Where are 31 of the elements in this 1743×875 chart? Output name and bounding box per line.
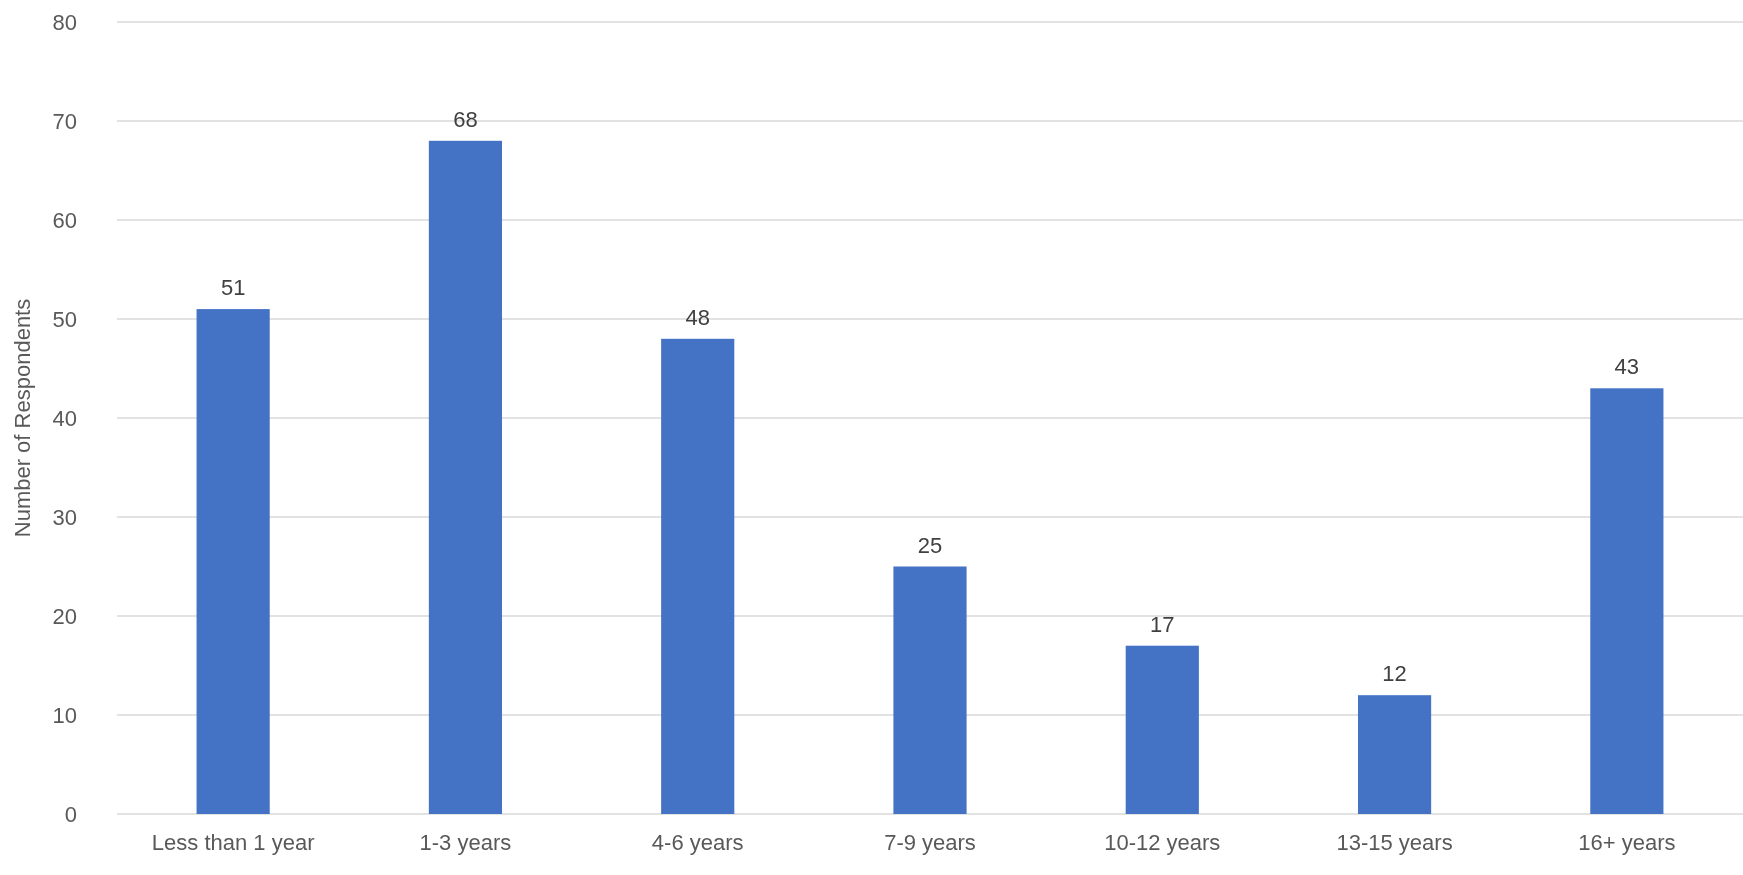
bar — [428, 140, 503, 814]
bar — [1125, 645, 1199, 814]
y-tick-label: 10 — [52, 702, 77, 728]
bar — [661, 338, 735, 814]
data-label: 43 — [1614, 354, 1640, 380]
y-tick-label: 30 — [52, 504, 77, 530]
y-tick-label: 40 — [52, 405, 77, 431]
x-tick-label: 7-9 years — [884, 830, 976, 855]
data-label: 68 — [453, 106, 478, 132]
x-tick-label: 1-3 years — [419, 830, 512, 855]
data-label: 12 — [1382, 661, 1407, 687]
bar — [1590, 388, 1664, 814]
x-tick-label: 16+ years — [1578, 830, 1676, 855]
x-tick-label: 10-12 years — [1104, 830, 1221, 855]
y-tick-label: 60 — [52, 207, 77, 233]
data-label: 51 — [220, 275, 246, 301]
data-label: 48 — [685, 304, 710, 330]
y-tick-label: 20 — [52, 603, 77, 629]
data-label: 25 — [917, 532, 943, 558]
x-tick-label: 4-6 years — [651, 830, 744, 855]
bar — [893, 566, 967, 814]
y-tick-label: 80 — [52, 9, 77, 35]
y-tick-label: 70 — [52, 108, 77, 134]
bar — [1357, 695, 1432, 814]
y-tick-label: 0 — [64, 801, 77, 827]
y-tick-label: 50 — [52, 306, 77, 332]
y-axis-title: Number of Respondents — [10, 298, 35, 538]
bar — [196, 309, 270, 814]
x-tick-label: 13-15 years — [1336, 830, 1453, 855]
x-tick-label: Less than 1 year — [151, 830, 315, 855]
data-label: 17 — [1150, 611, 1175, 637]
